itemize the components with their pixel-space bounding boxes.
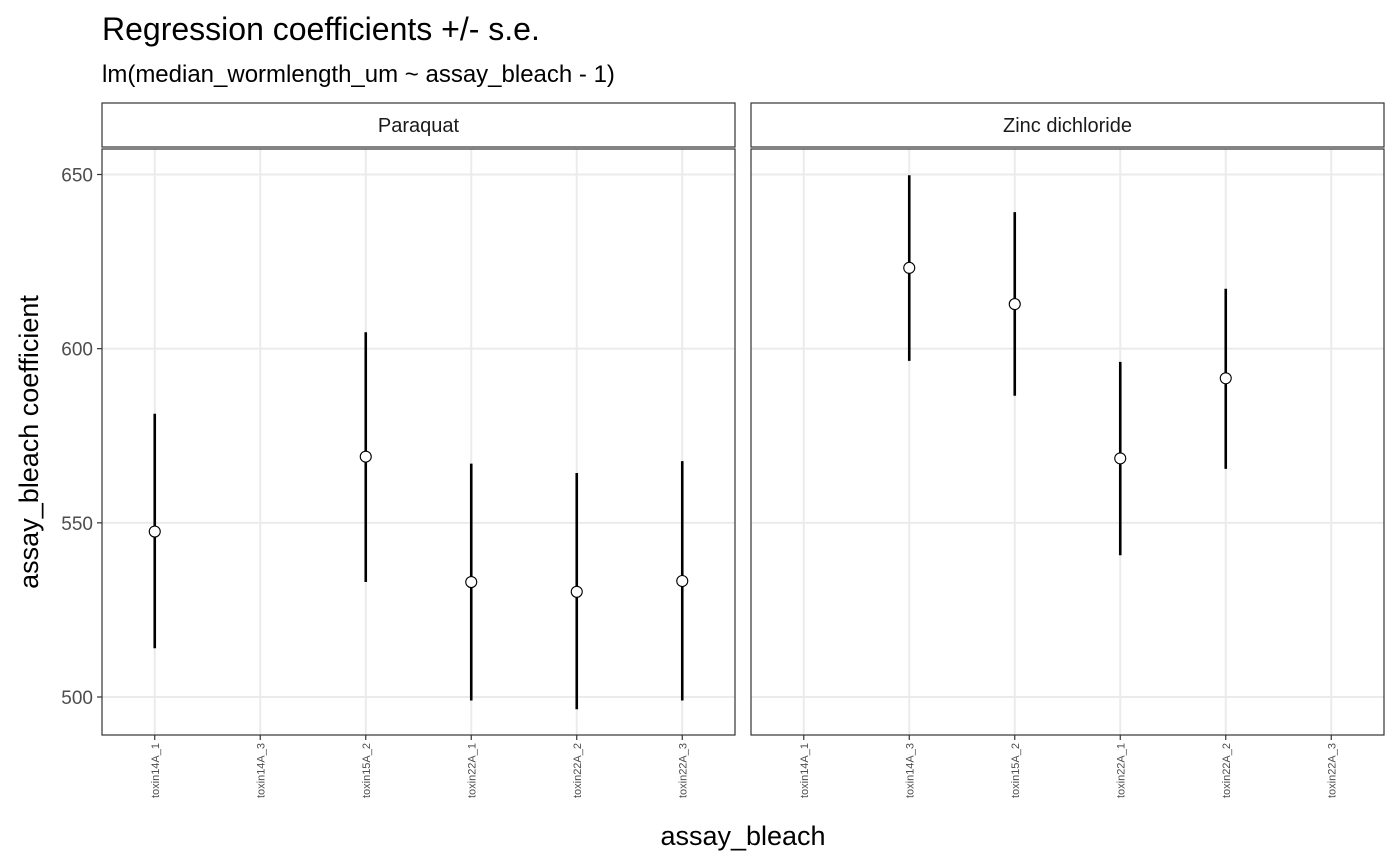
facet-panel: Paraquat 500 550 600 650 toxin14A_1 toxin14A_3…: [61, 102, 736, 798]
facet-strip: [750, 102, 1385, 148]
facet-strip: [101, 102, 736, 148]
panel-background: [102, 149, 735, 735]
x-tick-label: toxin22A_3: [677, 743, 689, 798]
x-tick-label: toxin22A_1: [1115, 743, 1127, 798]
y-tick-label: 650: [61, 166, 93, 187]
point-estimate: [148, 525, 161, 538]
panel-background: [751, 149, 1384, 735]
point-estimate: [1008, 298, 1021, 311]
x-tick-label: toxin22A_1: [466, 743, 478, 798]
x-axis-title: assay_bleach: [660, 821, 825, 851]
point-estimate: [903, 261, 916, 274]
facet-panels: Paraquat 500 550 600 650 toxin14A_1 toxin14A_3…: [61, 102, 1385, 798]
chart-title: Regression coefficients +/- s.e.: [102, 11, 540, 47]
point-estimate: [570, 585, 583, 598]
facet-strip-label: Paraquat: [378, 115, 460, 137]
facet-panel: Zinc dichloride toxin14A_1 toxin14A_3 toxin…: [750, 102, 1385, 798]
x-tick-label: toxin14A_1: [150, 743, 162, 798]
y-tick-label: 500: [61, 688, 93, 709]
point-estimate: [676, 574, 689, 588]
x-tick-label: toxin14A_1: [799, 743, 811, 798]
y-tick-label: 600: [61, 340, 93, 361]
y-tick-label: 550: [61, 514, 93, 535]
x-tick-label: toxin14A_3: [904, 743, 916, 798]
x-tick-label: toxin22A_2: [1221, 743, 1233, 798]
x-tick-label: toxin22A_3: [1326, 743, 1338, 798]
point-estimate: [1219, 372, 1232, 385]
y-axis-title: assay_bleach coefficient: [14, 295, 44, 589]
x-tick-label: toxin22A_2: [572, 743, 584, 798]
x-tick-label: toxin15A_2: [361, 743, 373, 798]
point-estimate: [359, 450, 372, 463]
x-tick-label: toxin15A_2: [1010, 743, 1022, 798]
point-estimate: [465, 575, 478, 589]
panel-border: [101, 148, 736, 736]
x-tick-label: toxin14A_3: [255, 743, 267, 798]
facet-strip-label: Zinc dichloride: [1003, 115, 1132, 137]
chart-subtitle: lm(median_wormlength_um ~ assay_bleach -…: [102, 61, 615, 88]
point-estimate: [1114, 452, 1127, 465]
panel-border: [750, 148, 1385, 736]
